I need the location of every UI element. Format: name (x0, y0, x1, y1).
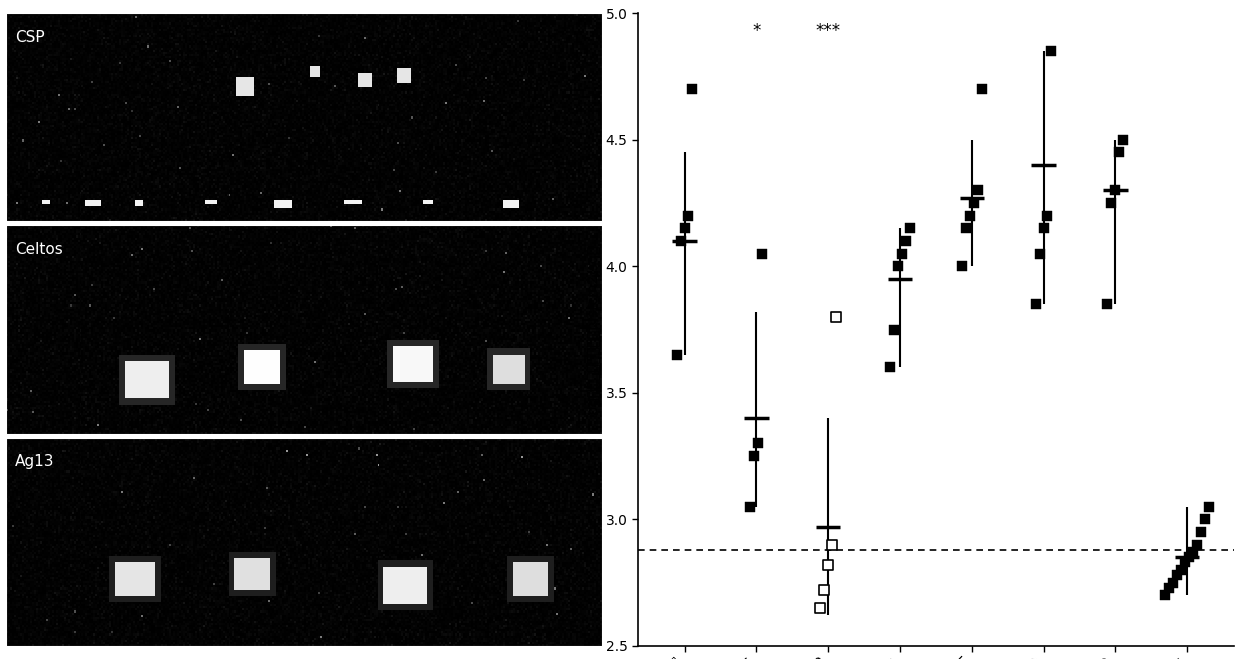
Point (826, 312, 846, 322)
Point (900, 223, 920, 233)
Point (818, 559, 838, 570)
Point (682, 84, 702, 94)
Point (1176, 557, 1195, 567)
Point (1038, 210, 1058, 221)
Point (1101, 198, 1121, 208)
Point (888, 261, 908, 272)
Point (753, 248, 773, 259)
Point (960, 210, 980, 221)
Text: ***: *** (816, 22, 841, 40)
Point (675, 223, 694, 233)
Text: CSP: CSP (15, 30, 45, 45)
Text: Celtos: Celtos (15, 242, 63, 257)
Point (1034, 223, 1054, 233)
Point (1195, 514, 1215, 525)
Point (671, 236, 691, 246)
Point (1110, 147, 1130, 158)
Text: Ag13: Ag13 (15, 454, 55, 469)
Point (822, 539, 842, 550)
Point (1179, 552, 1199, 563)
Point (884, 324, 904, 335)
Point (810, 602, 830, 613)
Point (1172, 565, 1192, 575)
Point (1163, 577, 1183, 588)
Point (1187, 539, 1207, 550)
Point (897, 236, 916, 246)
Point (1167, 569, 1187, 580)
Point (892, 248, 911, 259)
Point (1097, 299, 1117, 310)
Point (1042, 46, 1061, 57)
Point (963, 198, 983, 208)
Point (1183, 547, 1203, 558)
Point (1029, 248, 1049, 259)
Point (956, 223, 976, 233)
Point (749, 438, 769, 449)
Point (740, 501, 760, 512)
Point (1156, 590, 1176, 600)
Point (1192, 527, 1211, 537)
Point (1159, 583, 1179, 593)
Point (678, 210, 698, 221)
Point (1025, 299, 1045, 310)
Text: *: * (753, 22, 760, 40)
Y-axis label: log（平均辐射度）（p/s/cm2/sq）: log（平均辐射度）（p/s/cm2/sq） (587, 243, 600, 416)
Point (815, 585, 835, 596)
Point (967, 185, 987, 196)
Point (972, 84, 992, 94)
Point (880, 362, 900, 373)
Point (952, 261, 972, 272)
Point (1105, 185, 1125, 196)
Point (667, 349, 687, 360)
Point (744, 451, 764, 461)
Point (1199, 501, 1219, 512)
Point (1114, 134, 1133, 145)
